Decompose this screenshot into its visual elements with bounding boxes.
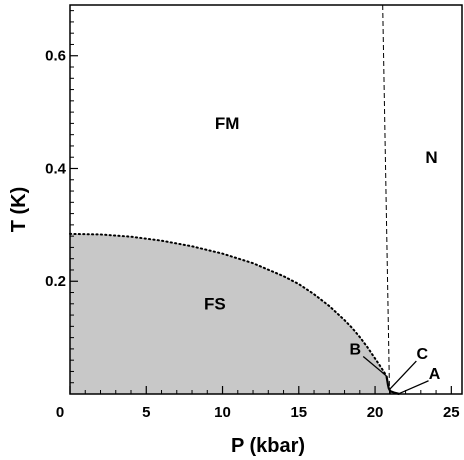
plot-frame <box>69 4 463 395</box>
curve-layer <box>69 4 400 396</box>
point-leader-b <box>362 356 387 377</box>
region-label-fm: FM <box>215 114 240 133</box>
point-label-b: B <box>349 342 361 359</box>
fill-layer <box>70 233 400 394</box>
x-tick-label: 10 <box>214 404 231 421</box>
x-tick-label: 5 <box>142 404 150 421</box>
x-tick-label: 15 <box>290 404 307 421</box>
dotted-boundary-line <box>69 232 388 377</box>
point-leader-a <box>399 380 429 395</box>
dashed-boundary-line <box>382 4 391 395</box>
label-layer: FM N FS B CA <box>204 114 441 395</box>
point-leader-c <box>389 360 417 390</box>
x-axis-title: P (kbar) <box>231 435 305 457</box>
solid-boundary-line <box>385 375 400 396</box>
y-axis-title: T (K) <box>8 187 30 233</box>
x-tick-label: 20 <box>367 404 384 421</box>
y-tick-label: 0.2 <box>45 273 66 290</box>
y-tick-label: 0.6 <box>45 48 66 65</box>
x-tick-label: 0 <box>56 404 64 421</box>
region-label-n: N <box>425 148 437 167</box>
point-label-c: C <box>417 346 429 363</box>
x-tick-label: 25 <box>443 404 460 421</box>
point-label-a: A <box>429 366 441 383</box>
fs-region-fill <box>70 233 400 394</box>
region-label-fs: FS <box>204 294 226 313</box>
y-tick-label: 0.4 <box>45 160 67 177</box>
